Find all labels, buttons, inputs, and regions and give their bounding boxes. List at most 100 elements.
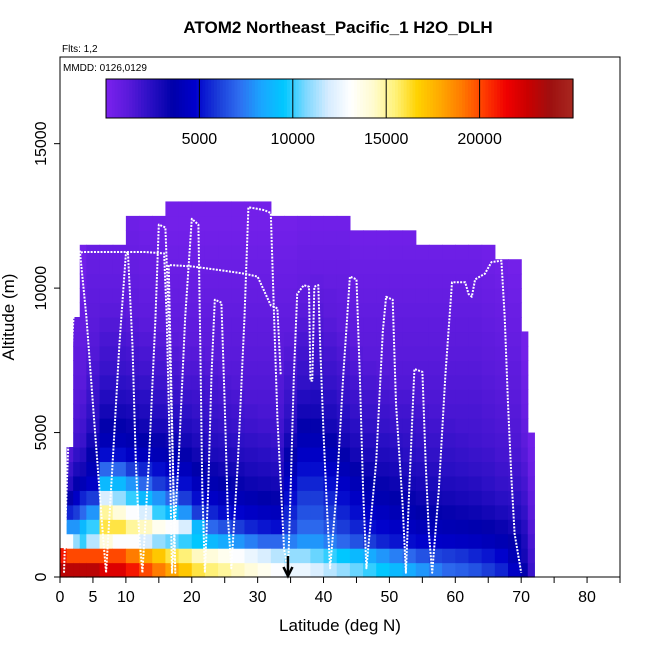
heatmap-cell (481, 345, 496, 361)
heatmap-cell (112, 317, 127, 333)
colorbar-swatch (120, 79, 125, 118)
heatmap-cell (218, 374, 232, 390)
heatmap-cell (231, 201, 246, 217)
colorbar-swatch (251, 79, 256, 118)
heatmap-cell (257, 244, 272, 260)
heatmap-cell (297, 418, 311, 434)
heatmap-cell (402, 317, 417, 333)
colorbar-swatch (327, 79, 332, 118)
heatmap-cell (139, 447, 153, 463)
heatmap-cell (455, 461, 470, 477)
heatmap-cell (508, 317, 522, 333)
heatmap-cell (270, 374, 285, 390)
heatmap-cell (297, 475, 311, 491)
heatmap-cell (231, 389, 246, 405)
colorbar-swatch (400, 79, 405, 118)
heatmap-cell (257, 490, 272, 506)
heatmap-cell (310, 519, 325, 535)
heatmap-cell (165, 201, 180, 217)
heatmap-cell (481, 317, 496, 333)
heatmap-cell (139, 461, 153, 477)
heatmap-cell (527, 490, 535, 506)
heatmap-cell (284, 331, 298, 347)
colorbar-swatch (394, 79, 399, 118)
heatmap-cell (257, 418, 272, 434)
heatmap-cell (468, 360, 483, 376)
colorbar-swatch (564, 79, 568, 118)
heatmap-cell (323, 403, 338, 419)
heatmap-cell (297, 504, 311, 520)
heatmap-cell (231, 345, 246, 361)
heatmap-cell (521, 418, 529, 434)
heatmap-cell (415, 288, 430, 304)
heatmap-cell (79, 331, 87, 347)
heatmap-cell (112, 533, 127, 549)
heatmap-cell (86, 302, 101, 318)
heatmap-cell (270, 259, 285, 275)
heatmap-cell (99, 345, 114, 361)
colorbar-swatch (126, 79, 130, 118)
heatmap-cell (415, 259, 430, 275)
heatmap-cell (363, 331, 377, 347)
heatmap-cell (152, 331, 167, 347)
heatmap-cell (481, 562, 496, 578)
heatmap-cell (415, 432, 430, 448)
heatmap-cell (66, 461, 74, 477)
colorbar-swatch (152, 79, 157, 118)
heatmap-cell (244, 418, 259, 434)
heatmap-cell (165, 230, 180, 246)
heatmap-cell (191, 374, 206, 390)
heatmap-cell (125, 215, 140, 231)
heatmap-cell (178, 475, 193, 491)
heatmap-cell (336, 548, 351, 564)
heatmap-cell (218, 490, 232, 506)
heatmap-cell (389, 490, 404, 506)
heatmap-cell (428, 317, 443, 333)
heatmap-cell (323, 447, 338, 463)
heatmap-cell (297, 360, 311, 376)
heatmap-cell (310, 490, 325, 506)
heatmap-cell (363, 461, 377, 477)
colorbar: 5000 10000 15000 20000 (105, 78, 574, 148)
heatmap-cell (468, 432, 483, 448)
heatmap-cell (428, 403, 443, 419)
colorbar-swatch (383, 79, 387, 118)
heatmap-cell (112, 432, 127, 448)
heatmap-cell (415, 273, 430, 289)
heatmap-cell (165, 244, 180, 260)
heatmap-cell (376, 360, 391, 376)
heatmap-cell (297, 403, 311, 419)
heatmap-cell (244, 548, 259, 564)
heatmap-cell (139, 360, 153, 376)
heatmap-cell (284, 374, 298, 390)
heatmap-cell (191, 533, 206, 549)
colorbar-swatch (231, 79, 236, 118)
heatmap-cell (376, 447, 391, 463)
colorbar-swatch (123, 79, 128, 118)
colorbar-swatch (427, 79, 431, 118)
heatmap-cell (244, 447, 259, 463)
flight-track-line (287, 259, 523, 574)
heatmap-cell (257, 331, 272, 347)
colorbar-swatch (211, 79, 215, 118)
heatmap-cell (257, 215, 272, 231)
heatmap-cell (336, 490, 351, 506)
heatmap-cell (112, 302, 127, 318)
heatmap-cell (257, 403, 272, 419)
heatmap-cell (389, 504, 404, 520)
heatmap-cell (73, 389, 81, 405)
heatmap-cell (99, 317, 114, 333)
colorbar-swatch (505, 79, 510, 118)
heatmap-cell (389, 259, 404, 275)
heatmap-cell (349, 533, 364, 549)
heatmap-cell (125, 548, 140, 564)
heatmap-cell (178, 360, 193, 376)
heatmap-cell (527, 475, 535, 491)
colorbar-swatch (304, 79, 308, 118)
colorbar-swatch (257, 79, 262, 118)
heatmap-cell (79, 475, 87, 491)
heatmap-cell (73, 519, 81, 535)
y-axis-label: Altitude (m) (0, 274, 18, 361)
colorbar-swatch (371, 79, 376, 118)
heatmap-cell (178, 504, 193, 520)
